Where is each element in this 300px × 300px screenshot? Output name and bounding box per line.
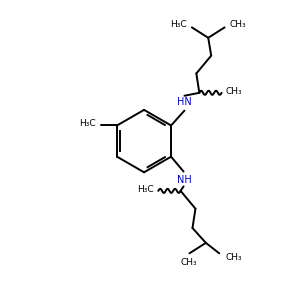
Text: HN: HN [177,97,192,107]
Text: CH₃: CH₃ [230,20,246,29]
Text: H₃C: H₃C [137,185,154,194]
Text: CH₃: CH₃ [225,253,242,262]
Text: CH₃: CH₃ [180,258,197,267]
Text: CH₃: CH₃ [225,87,242,96]
Text: NH: NH [177,175,191,185]
Text: H₃C: H₃C [79,119,96,128]
Text: H₃C: H₃C [170,20,187,29]
